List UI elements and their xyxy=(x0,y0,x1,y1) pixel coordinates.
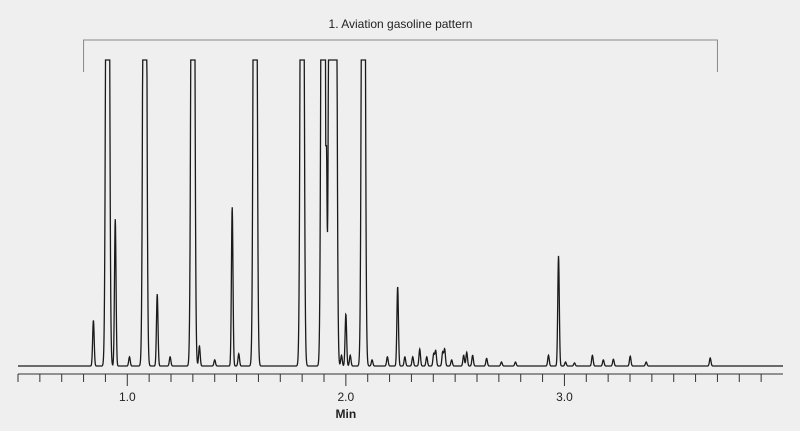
x-axis-tick-labels: 1.0 2.0 3.0 xyxy=(119,390,573,404)
x-axis-ticks xyxy=(17,374,762,386)
annotation-label: 1. Aviation gasoline pattern xyxy=(329,17,473,31)
chromatogram-trace xyxy=(18,59,783,367)
annotation-bracket-group: 1. Aviation gasoline pattern xyxy=(83,17,718,72)
x-tick-label: 3.0 xyxy=(556,390,573,404)
x-tick-label: 2.0 xyxy=(338,390,355,404)
annotation-bracket xyxy=(83,39,718,72)
x-tick-label: 1.0 xyxy=(119,390,136,404)
x-axis-title: Min xyxy=(336,407,357,421)
